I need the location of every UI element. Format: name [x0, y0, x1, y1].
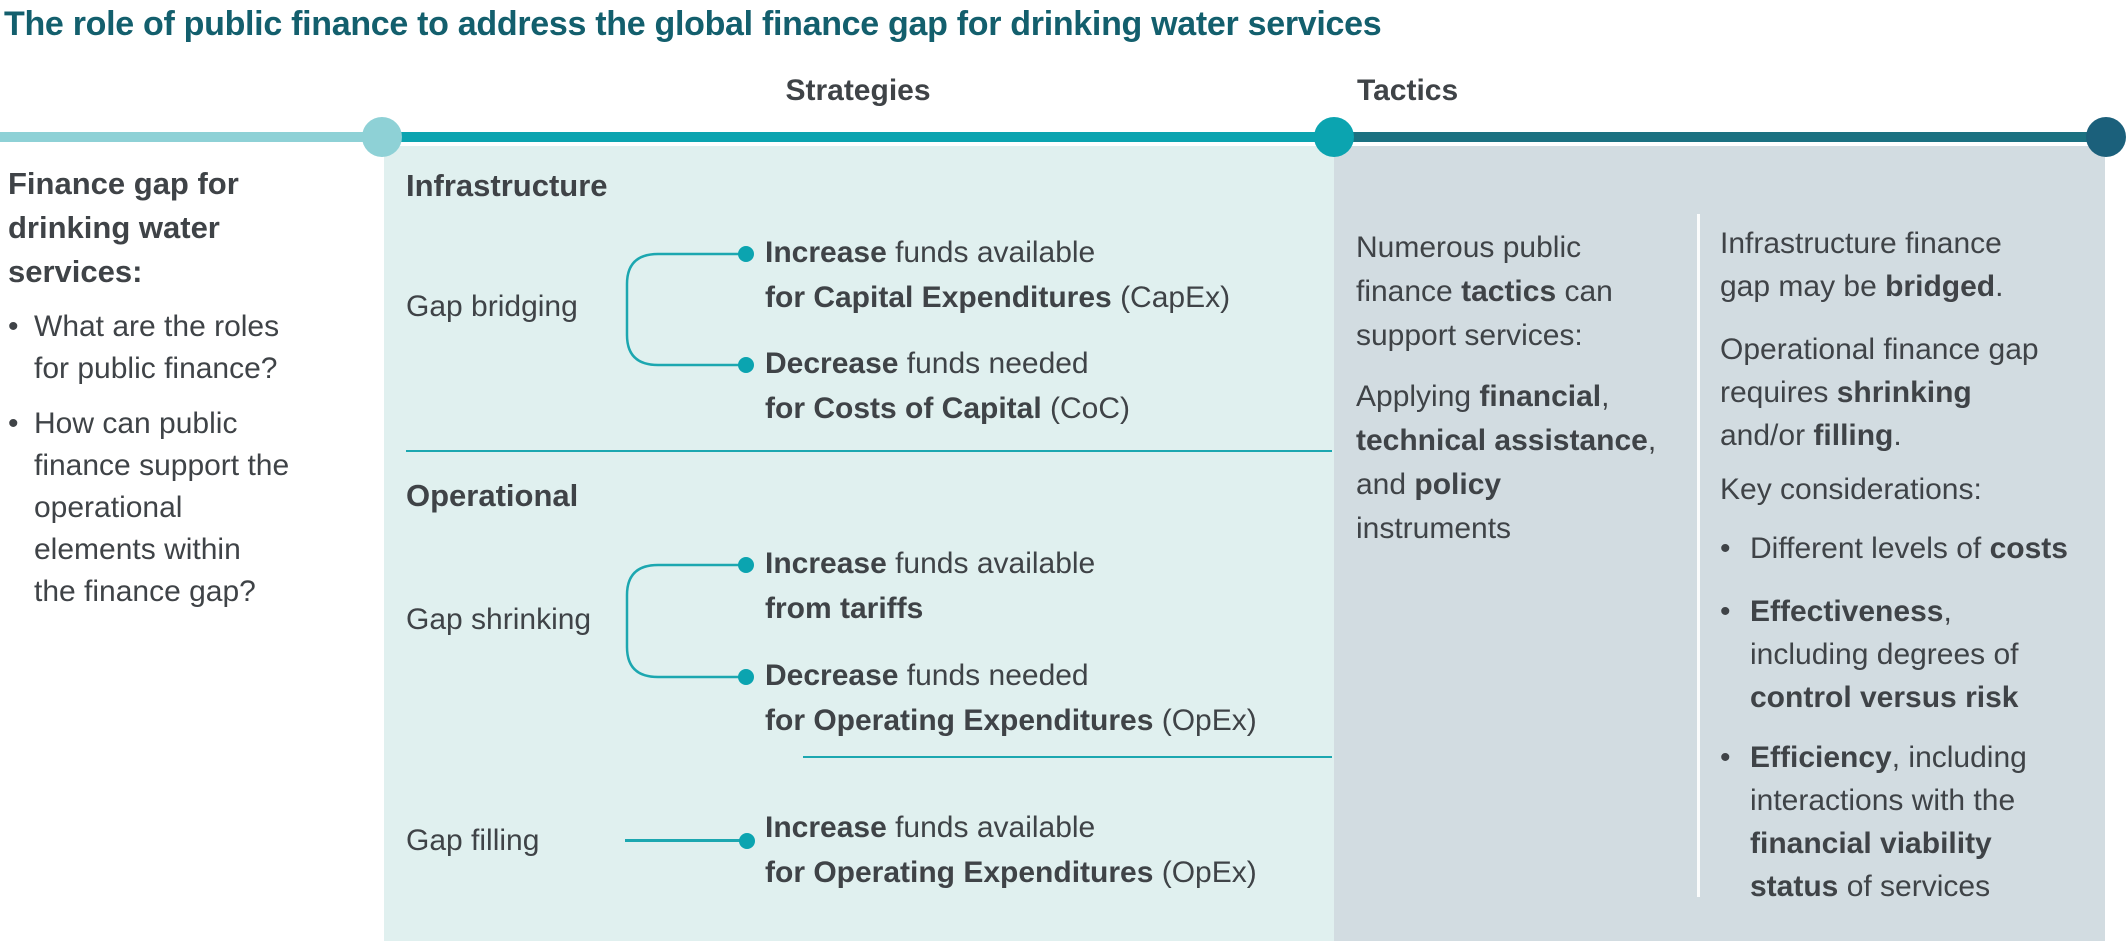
bullet-marker-icon: • — [1720, 741, 1731, 774]
operational-heading: Operational — [406, 478, 579, 513]
consideration-bullet-effectiveness: • Effectiveness, including degrees of co… — [1720, 590, 2105, 719]
infrastructure-heading: Infrastructure — [406, 168, 608, 203]
timeline-node-strategies-icon — [1314, 117, 1354, 157]
intro-bullet-support-text: How can public finance support the opera… — [34, 407, 290, 608]
strategy-item-line: Increase funds available — [765, 236, 1096, 269]
strategies-header: Strategies — [785, 74, 931, 107]
section-divider — [803, 756, 1332, 758]
bullet-marker-icon: • — [1720, 532, 1731, 565]
consideration-bullet-efficiency: • Efficiency, including interactions wit… — [1720, 736, 2105, 908]
tactics-instruments-paragraph: Applying financial, technical assistance… — [1356, 380, 1657, 545]
key-considerations-heading: Key considerations: — [1720, 473, 1982, 506]
timeline-node-tactics-icon — [2086, 117, 2126, 157]
gap-filling-label: Gap filling — [406, 824, 540, 857]
strategies-panel — [384, 146, 1334, 941]
gap-filling-connector-line — [625, 839, 741, 842]
timeline-segment-strategies — [382, 132, 1334, 142]
outcome-operational-paragraph: Operational finance gap requires shrinki… — [1720, 333, 2039, 452]
intro-bullet-roles-text: What are the roles for public finance? — [34, 310, 280, 385]
strategy-item-opex-decrease: Decrease funds needed for Operating Expe… — [765, 653, 1340, 743]
strategy-item-line: Decrease funds needed — [765, 659, 1089, 692]
strategy-item-line: for Costs of Capital (CoC) — [765, 392, 1131, 425]
tactics-column-divider — [1697, 214, 1700, 897]
bullet-marker-icon: • — [8, 407, 19, 440]
strategy-item-line: for Operating Expenditures (OpEx) — [765, 704, 1257, 737]
strategy-item-line: for Capital Expenditures (CapEx) — [765, 281, 1231, 314]
strategy-item-line: from tariffs — [765, 592, 924, 625]
strategy-item-opex-increase: Increase funds available for Operating E… — [765, 805, 1340, 895]
strategy-item-coc: Decrease funds needed for Costs of Capit… — [765, 341, 1340, 431]
gap-bridging-bracket-icon — [625, 246, 754, 373]
intro-bullet-support: • How can public finance support the ope… — [8, 403, 376, 613]
outcome-infrastructure-paragraph: Infrastructure finance gap may be bridge… — [1720, 227, 2004, 303]
section-divider — [406, 450, 1332, 452]
page-title: The role of public finance to address th… — [4, 5, 1382, 43]
gap-shrinking-bracket-icon — [625, 557, 754, 685]
intro-bullet-roles: • What are the roles for public finance? — [8, 306, 376, 390]
strategy-item-capex: Increase funds available for Capital Exp… — [765, 230, 1340, 320]
strategy-item-line: for Operating Expenditures (OpEx) — [765, 856, 1257, 889]
tactics-panel — [1334, 146, 2105, 941]
strategy-item-line: Decrease funds needed — [765, 347, 1089, 380]
timeline-node-intro-icon — [362, 117, 402, 157]
consideration-bullet-text: Different levels of costs — [1750, 532, 2068, 565]
tactics-header: Tactics — [1357, 74, 1459, 107]
strategy-item-line: Increase funds available — [765, 811, 1096, 844]
strategy-item-line: Increase funds available — [765, 547, 1096, 580]
consideration-bullet-costs: • Different levels of costs — [1720, 527, 2105, 570]
consideration-bullet-text: Efficiency, including interactions with … — [1750, 741, 2027, 903]
bullet-marker-icon: • — [8, 310, 19, 343]
timeline-segment-intro — [0, 132, 382, 142]
intro-heading: Finance gap for drinking water services: — [8, 166, 239, 289]
bullet-marker-icon: • — [1720, 595, 1731, 628]
timeline-segment-tactics — [1334, 132, 2106, 142]
tactics-intro-paragraph: Numerous public finance tactics can supp… — [1356, 231, 1613, 352]
gap-bridging-label: Gap bridging — [406, 290, 578, 323]
gap-filling-connector-dot-icon — [739, 833, 755, 849]
gap-shrinking-label: Gap shrinking — [406, 603, 592, 636]
consideration-bullet-text: Effectiveness, including degrees of cont… — [1750, 595, 2019, 714]
strategy-item-tariffs: Increase funds available from tariffs — [765, 541, 1340, 631]
